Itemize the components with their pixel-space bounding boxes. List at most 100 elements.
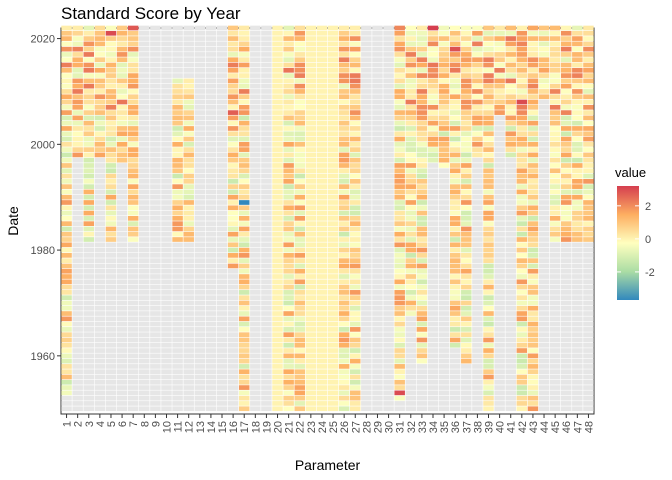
heatmap-cell xyxy=(216,184,228,189)
heatmap-cell xyxy=(438,194,450,200)
heatmap-cell xyxy=(316,94,328,100)
heatmap-cell xyxy=(127,163,139,168)
heatmap-cell xyxy=(305,126,317,131)
heatmap-cell xyxy=(527,67,539,73)
heatmap-cell xyxy=(350,94,361,100)
heatmap-cell xyxy=(294,390,305,396)
heatmap-cell xyxy=(205,115,217,121)
heatmap-cell xyxy=(560,253,572,258)
heatmap-cell xyxy=(72,327,83,332)
heatmap-cell xyxy=(338,131,350,137)
heatmap-cell xyxy=(449,168,461,174)
heatmap-cell xyxy=(161,332,172,338)
heatmap-cell xyxy=(250,327,261,332)
heatmap-cell xyxy=(83,395,95,401)
heatmap-cell xyxy=(461,157,472,163)
heatmap-cell xyxy=(127,83,139,89)
heatmap-cell xyxy=(549,337,561,343)
heatmap-cell xyxy=(205,369,217,375)
heatmap-cell xyxy=(383,104,394,110)
heatmap-cell xyxy=(227,263,239,269)
heatmap-cell xyxy=(438,337,450,343)
heatmap-cell xyxy=(461,406,472,412)
heatmap-cell xyxy=(438,358,450,364)
heatmap-cell xyxy=(116,120,128,126)
heatmap-cell xyxy=(449,369,461,375)
heatmap-cell xyxy=(405,184,417,189)
heatmap-cell xyxy=(472,385,483,390)
heatmap-cell xyxy=(560,141,572,147)
heatmap-cell xyxy=(261,258,272,264)
param-column-24 xyxy=(316,25,328,412)
heatmap-cell xyxy=(416,89,428,94)
heatmap-cell xyxy=(316,104,328,110)
heatmap-cell xyxy=(527,131,539,137)
heatmap-cell xyxy=(127,385,139,390)
heatmap-cell xyxy=(472,25,483,31)
heatmap-cell xyxy=(261,348,272,353)
heatmap-cell xyxy=(139,290,150,295)
heatmap-cell xyxy=(472,358,483,364)
heatmap-cell xyxy=(194,78,206,84)
heatmap-cell xyxy=(527,173,539,179)
heatmap-cell xyxy=(139,189,150,195)
heatmap-cell xyxy=(538,348,550,353)
heatmap-cell xyxy=(416,274,428,279)
heatmap-cell xyxy=(438,401,450,406)
heatmap-cell xyxy=(127,52,139,57)
heatmap-cell xyxy=(449,348,461,353)
heatmap-cell xyxy=(427,216,439,221)
heatmap-cell xyxy=(361,157,372,163)
heatmap-cell xyxy=(238,300,250,306)
heatmap-cell xyxy=(372,189,383,195)
heatmap-cell xyxy=(172,327,183,332)
heatmap-cell xyxy=(461,321,472,327)
heatmap-cell xyxy=(305,46,317,52)
heatmap-cell xyxy=(416,231,428,237)
heatmap-cell xyxy=(94,110,106,115)
heatmap-cell xyxy=(216,141,228,147)
heatmap-cell xyxy=(227,390,239,396)
heatmap-cell xyxy=(327,237,339,242)
heatmap-cell xyxy=(150,73,161,78)
heatmap-cell xyxy=(172,284,183,290)
heatmap-cell xyxy=(372,311,383,316)
heatmap-cell xyxy=(327,337,339,343)
heatmap-cell xyxy=(438,25,450,31)
heatmap-cell xyxy=(549,25,561,31)
heatmap-cell xyxy=(139,73,150,78)
heatmap-cell xyxy=(105,83,117,89)
heatmap-cell xyxy=(238,83,250,89)
heatmap-cell xyxy=(327,395,339,401)
heatmap-cell xyxy=(461,284,472,290)
heatmap-cell xyxy=(172,353,183,359)
heatmap-cell xyxy=(305,401,317,406)
heatmap-cell xyxy=(127,284,139,290)
heatmap-cell xyxy=(283,369,294,375)
heatmap-cell xyxy=(560,321,572,327)
heatmap-cell xyxy=(560,342,572,348)
heatmap-cell xyxy=(516,136,528,142)
heatmap-cell xyxy=(549,67,561,73)
heatmap-cell xyxy=(383,379,394,385)
heatmap-cell xyxy=(61,284,72,290)
heatmap-cell xyxy=(438,163,450,168)
heatmap-cell xyxy=(361,311,372,316)
heatmap-cell xyxy=(316,247,328,253)
heatmap-cell xyxy=(494,242,505,248)
heatmap-cell xyxy=(405,332,417,338)
heatmap-cell xyxy=(427,184,439,189)
heatmap-cell xyxy=(283,332,294,338)
heatmap-cell xyxy=(238,279,250,285)
heatmap-cell xyxy=(72,379,83,385)
heatmap-cell xyxy=(83,358,95,364)
heatmap-cell xyxy=(461,337,472,343)
heatmap-cell xyxy=(449,295,461,301)
heatmap-cell xyxy=(560,242,572,248)
heatmap-cell xyxy=(216,152,228,158)
heatmap-cell xyxy=(116,126,128,131)
heatmap-cell xyxy=(483,406,494,412)
heatmap-cell xyxy=(116,305,128,311)
heatmap-cell xyxy=(283,126,294,131)
heatmap-cell xyxy=(139,385,150,390)
